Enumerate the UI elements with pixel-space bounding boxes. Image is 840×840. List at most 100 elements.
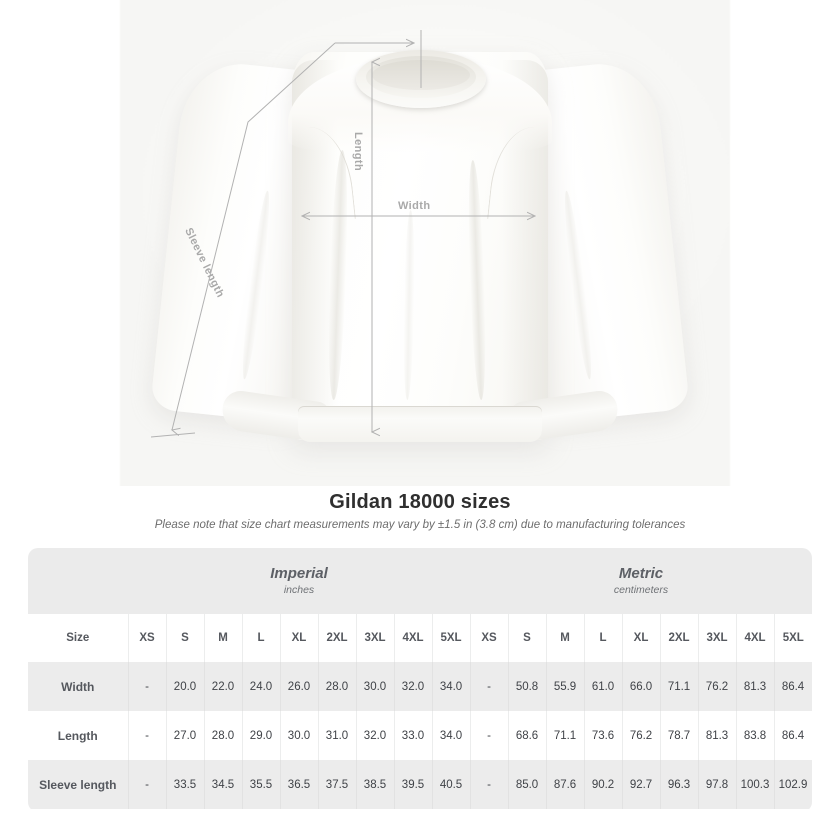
page-title: Gildan 18000 sizes xyxy=(329,491,511,513)
table-row: Width - 20.0 22.0 24.0 26.0 28.0 30.0 32… xyxy=(28,662,812,711)
table-cell: 22.0 xyxy=(204,662,243,711)
size-col-header: L xyxy=(242,614,281,662)
table-cell: 31.0 xyxy=(318,711,357,760)
row-label: Sleeve length xyxy=(28,760,129,809)
table-cell: 36.5 xyxy=(280,760,319,809)
size-corner-header: Size xyxy=(28,614,129,662)
row-label: Length xyxy=(28,711,129,760)
tolerance-note: Please note that size chart measurements… xyxy=(154,519,686,531)
table-cell: 40.5 xyxy=(432,760,471,809)
size-col-header: 2XL xyxy=(660,614,699,662)
table-cell: 86.4 xyxy=(774,711,812,760)
size-col-header: XS xyxy=(470,614,509,662)
size-col-header: M xyxy=(204,614,243,662)
table-cell: - xyxy=(470,662,509,711)
table-cell: 55.9 xyxy=(546,662,585,711)
table-cell: 30.0 xyxy=(280,711,319,760)
table-cell: - xyxy=(470,760,509,809)
table-cell: - xyxy=(128,711,167,760)
table-cell: 100.3 xyxy=(736,760,775,809)
size-col-header: 5XL xyxy=(774,614,812,662)
size-col-header: M xyxy=(546,614,585,662)
table-cell: 32.0 xyxy=(356,711,395,760)
table-cell: - xyxy=(128,760,167,809)
size-col-header: 4XL xyxy=(736,614,775,662)
table-cell: 37.5 xyxy=(318,760,357,809)
table-cell: 50.8 xyxy=(508,662,547,711)
bottom-hem xyxy=(298,406,542,442)
size-col-header: XS xyxy=(128,614,167,662)
table-cell: 83.8 xyxy=(736,711,775,760)
table-cell: 39.5 xyxy=(394,760,433,809)
table-row: Length - 27.0 28.0 29.0 30.0 31.0 32.0 3… xyxy=(28,711,812,760)
size-col-header: XL xyxy=(280,614,319,662)
length-measurement-label: Length xyxy=(352,132,364,172)
table-cell: 29.0 xyxy=(242,711,281,760)
table-cell: 24.0 xyxy=(242,662,281,711)
measurement-overlay xyxy=(150,30,840,438)
sleeve-length-line xyxy=(150,42,336,438)
table-cell: 28.0 xyxy=(318,662,357,711)
table-cell: 66.0 xyxy=(622,662,661,711)
measurement-system-row: Imperial inches Metric centimeters xyxy=(28,548,812,614)
table-cell: 28.0 xyxy=(204,711,243,760)
table-cell: 92.7 xyxy=(622,760,661,809)
table-cell: 33.5 xyxy=(166,760,205,809)
table-cell: 68.6 xyxy=(508,711,547,760)
size-col-header: S xyxy=(508,614,547,662)
size-col-header: 3XL xyxy=(698,614,737,662)
table-cell: 76.2 xyxy=(622,711,661,760)
table-cell: 32.0 xyxy=(394,662,433,711)
table-cell: 85.0 xyxy=(508,760,547,809)
table-cell: 97.8 xyxy=(698,760,737,809)
system-imperial-unit: inches xyxy=(283,584,315,596)
system-metric-unit: centimeters xyxy=(613,584,669,596)
table-cell: 20.0 xyxy=(166,662,205,711)
table-cell: 26.0 xyxy=(280,662,319,711)
table-cell: 102.9 xyxy=(774,760,812,809)
shoulder-guide-line xyxy=(335,30,422,88)
width-measurement-label: Width xyxy=(398,200,431,212)
system-imperial: Imperial inches xyxy=(128,548,471,614)
sweatshirt-illustration xyxy=(150,50,690,444)
table-cell: 71.1 xyxy=(660,662,699,711)
table-cell: 35.5 xyxy=(242,760,281,809)
table-cell: 61.0 xyxy=(584,662,623,711)
size-col-header: S xyxy=(166,614,205,662)
table-cell: - xyxy=(128,662,167,711)
size-table: Imperial inches Metric centimeters Size … xyxy=(28,548,812,809)
system-metric-name: Metric xyxy=(618,565,664,582)
product-photo: Width Length Sleeve length xyxy=(120,0,840,486)
table-cell: 81.3 xyxy=(736,662,775,711)
table-cell: 76.2 xyxy=(698,662,737,711)
table-cell: 27.0 xyxy=(166,711,205,760)
system-imperial-name: Imperial xyxy=(270,565,328,582)
table-cell: - xyxy=(470,711,509,760)
system-metric: Metric centimeters xyxy=(470,548,812,614)
table-cell: 34.0 xyxy=(432,711,471,760)
table-cell: 38.5 xyxy=(356,760,395,809)
table-row: Sleeve length - 33.5 34.5 35.5 36.5 37.5… xyxy=(28,760,812,809)
size-col-header: 3XL xyxy=(356,614,395,662)
size-header-row: Size XS S M L XL 2XL 3XL 4XL 5XL XS S M … xyxy=(28,614,812,662)
table-cell: 81.3 xyxy=(698,711,737,760)
table-cell: 34.5 xyxy=(204,760,243,809)
size-col-header: XL xyxy=(622,614,661,662)
size-col-header: 5XL xyxy=(432,614,471,662)
table-cell: 96.3 xyxy=(660,760,699,809)
table-cell: 34.0 xyxy=(432,662,471,711)
table-cell: 87.6 xyxy=(546,760,585,809)
table-cell: 73.6 xyxy=(584,711,623,760)
table-cell: 71.1 xyxy=(546,711,585,760)
size-col-header: 2XL xyxy=(318,614,357,662)
size-col-header: 4XL xyxy=(394,614,433,662)
size-col-header: L xyxy=(584,614,623,662)
table-cell: 86.4 xyxy=(774,662,812,711)
table-cell: 78.7 xyxy=(660,711,699,760)
table-cell: 90.2 xyxy=(584,760,623,809)
table-cell: 30.0 xyxy=(356,662,395,711)
size-table-wrapper: Imperial inches Metric centimeters Size … xyxy=(28,548,812,812)
row-label: Width xyxy=(28,662,129,711)
system-band-spacer xyxy=(28,548,128,614)
